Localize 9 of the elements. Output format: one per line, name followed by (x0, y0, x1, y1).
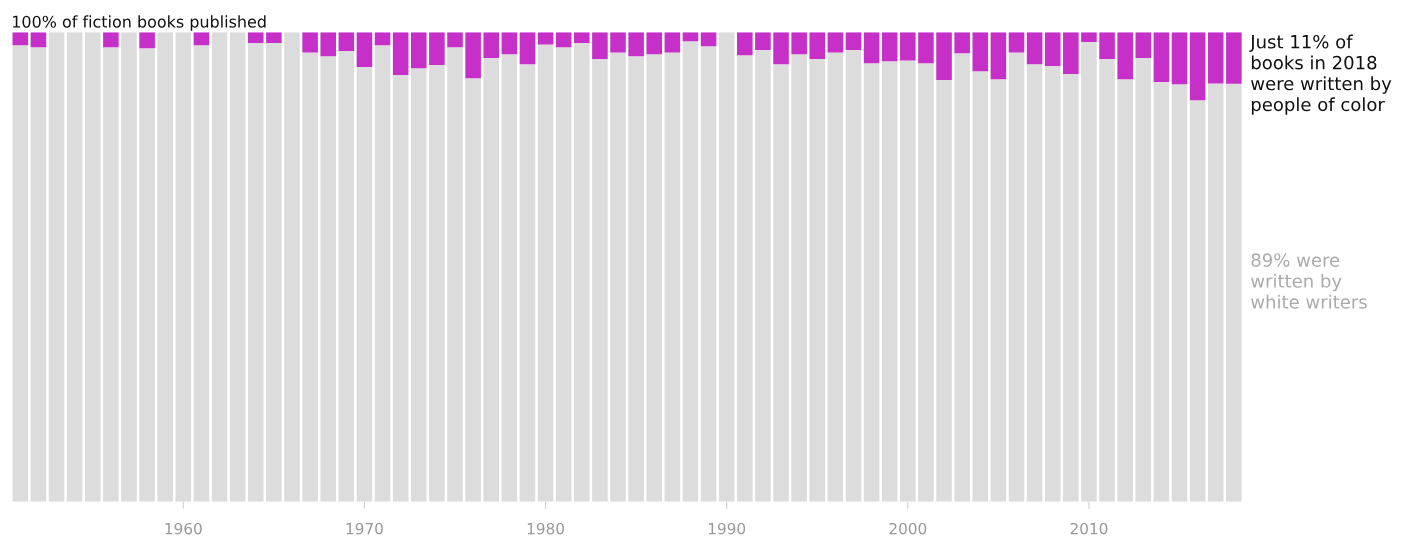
text: 100% of fiction books published (13, 15, 266, 31)
x-tick-label: 2010 (1070, 522, 1108, 535)
x-tick-label: 1970 (346, 522, 383, 535)
x-tick-label: 1980 (527, 522, 564, 535)
text: Just 11% of books in 2018 were written by people of color (1249, 34, 1392, 115)
text: 89% were written by white writers (1251, 253, 1367, 309)
x-tick-label: 1960 (165, 522, 202, 535)
x-tick-label: 2000 (889, 522, 927, 535)
x-tick-label: 1990 (708, 522, 746, 535)
